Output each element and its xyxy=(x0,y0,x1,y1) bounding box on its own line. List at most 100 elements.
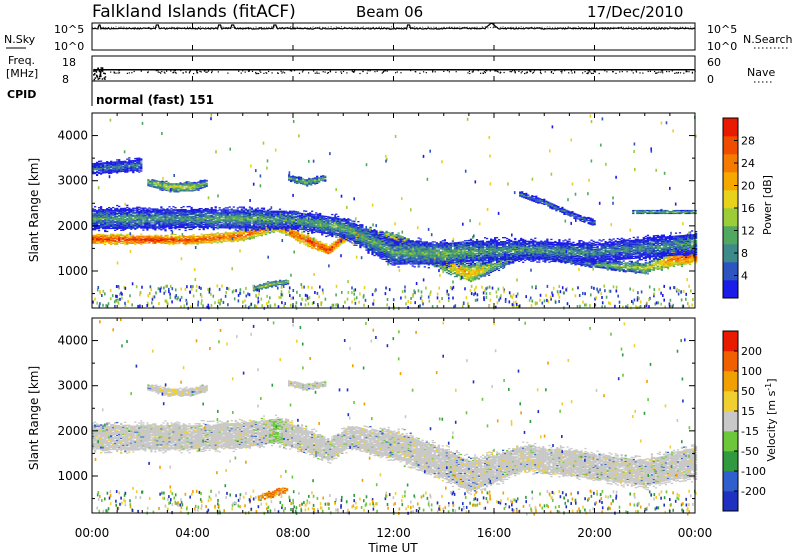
nave-point xyxy=(410,70,411,71)
heatmap-cell xyxy=(185,236,187,237)
heatmap-cell xyxy=(201,208,203,209)
heatmap-cell xyxy=(333,246,335,247)
heatmap-cell xyxy=(108,235,110,236)
heatmap-cell xyxy=(178,209,180,210)
heatmap-cell xyxy=(142,229,144,230)
heatmap-cell xyxy=(472,264,474,265)
heatmap-cell xyxy=(144,236,146,237)
heatmap-cell xyxy=(126,205,128,206)
heatmap-cell xyxy=(448,273,450,274)
heatmap-cell xyxy=(466,273,468,274)
nave-point xyxy=(515,72,516,73)
heatmap-cell xyxy=(217,232,219,233)
nave-point xyxy=(595,71,596,72)
heatmap-cell xyxy=(454,276,456,277)
heatmap-cell xyxy=(126,207,128,208)
heatmap-cell xyxy=(225,236,227,237)
freq-sweep-point xyxy=(103,73,105,75)
freq-sweep-point xyxy=(97,68,99,70)
heatmap-cell xyxy=(249,207,251,208)
heatmap-cell xyxy=(629,263,631,264)
nave-point xyxy=(303,70,304,71)
heatmap-cell xyxy=(647,273,649,274)
heatmap-cell xyxy=(329,245,331,246)
heatmap-cell xyxy=(122,208,124,209)
heatmap-cell xyxy=(132,224,134,225)
heatmap-cell xyxy=(178,229,180,230)
nave-point xyxy=(242,70,243,71)
nave-point xyxy=(259,70,260,71)
heatmap-cell xyxy=(174,236,176,237)
heatmap-cell xyxy=(189,229,191,230)
heatmap-cell xyxy=(193,234,195,235)
heatmap-cell xyxy=(221,235,223,236)
nave-point xyxy=(498,71,499,72)
heatmap-cell xyxy=(207,234,209,235)
freq-nave-panel: Freq. [MHz] 18 8 60 0 Nave CPID normal (… xyxy=(6,54,775,107)
heatmap-cell xyxy=(126,222,128,223)
heatmap-cell xyxy=(172,237,174,238)
heatmap-cell xyxy=(187,210,189,211)
nave-point xyxy=(148,71,149,72)
freq-sweep-point xyxy=(104,73,106,75)
nave-point xyxy=(317,73,318,74)
nave-point xyxy=(346,72,347,73)
freq-sweep-point xyxy=(97,69,99,71)
heatmap-cell xyxy=(452,273,454,274)
nave-point xyxy=(175,72,176,73)
heatmap-cell xyxy=(170,234,172,235)
heatmap-cell xyxy=(233,231,235,232)
heatmap-cell xyxy=(112,210,114,211)
nave-point xyxy=(435,71,436,72)
freq-sweep-point xyxy=(95,71,97,73)
freq-sweep-point xyxy=(94,79,96,81)
heatmap-cell xyxy=(221,233,223,234)
heatmap-cell xyxy=(158,216,160,217)
nave-point xyxy=(129,72,130,73)
heatmap-cell xyxy=(377,232,379,233)
nave-point xyxy=(193,73,194,74)
nave-point xyxy=(553,73,554,74)
heatmap-cell xyxy=(172,206,174,207)
heatmap-cell xyxy=(498,270,500,271)
heatmap-cell xyxy=(245,212,247,213)
heatmap-cell xyxy=(209,234,211,235)
heatmap-cell xyxy=(229,211,231,212)
heatmap-cell xyxy=(134,208,136,209)
heatmap-cell xyxy=(301,233,303,234)
heatmap-cell xyxy=(221,209,223,210)
heatmap-cell xyxy=(325,243,327,244)
freq-sweep-point xyxy=(102,78,104,80)
heatmap-cell xyxy=(126,209,128,210)
nave-point xyxy=(205,72,206,73)
freq-sweep-point xyxy=(100,74,102,76)
heatmap-cell xyxy=(251,208,253,209)
heatmap-cell xyxy=(102,220,104,221)
heatmap-cell xyxy=(337,239,339,240)
heatmap-cell xyxy=(243,236,245,237)
heatmap-cell xyxy=(164,209,166,210)
nave-point xyxy=(633,72,634,73)
heatmap-cell xyxy=(191,207,193,208)
radar-summary-plot: Falkland Islands (fitACF) Beam 06 17/Dec… xyxy=(0,0,800,554)
nave-point xyxy=(249,70,250,71)
heatmap-cell xyxy=(319,241,321,242)
heatmap-cell xyxy=(118,218,120,219)
nave-point xyxy=(467,72,468,73)
heatmap-cell xyxy=(205,234,207,235)
heatmap-cell xyxy=(120,243,122,244)
heatmap-cell xyxy=(150,208,152,209)
heatmap-cell xyxy=(114,235,116,236)
nave-point xyxy=(185,71,186,72)
nave-point xyxy=(613,71,614,72)
heatmap-cell xyxy=(623,269,625,270)
date-label: 17/Dec/2010 xyxy=(587,3,683,21)
heatmap-cell xyxy=(239,230,241,231)
heatmap-cell xyxy=(396,234,398,235)
heatmap-cell xyxy=(118,234,120,235)
heatmap-cell xyxy=(287,233,289,234)
nave-point xyxy=(377,71,378,72)
heatmap-cell xyxy=(104,209,106,210)
heatmap-cell xyxy=(392,232,394,233)
nave-point xyxy=(655,73,656,74)
